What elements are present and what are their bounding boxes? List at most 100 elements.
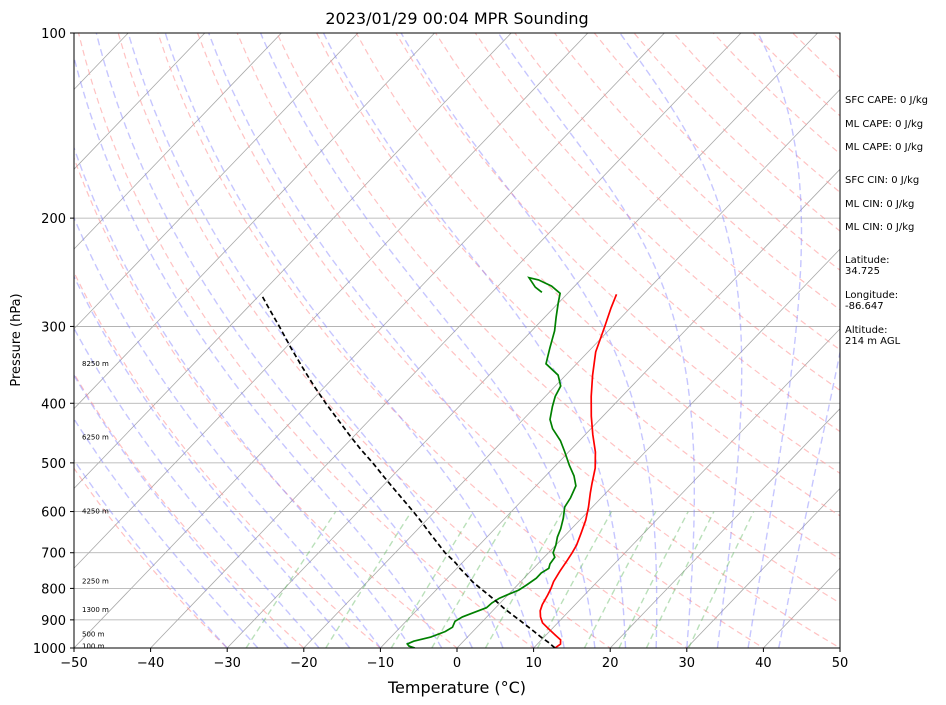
y-tick-label: 700 — [41, 547, 66, 562]
dewpoint-line — [405, 276, 577, 648]
mixing-ratio-line — [390, 511, 474, 648]
moist-adiabat-line — [127, 33, 504, 648]
y-tick-label: 600 — [41, 506, 66, 521]
mixing-ratio-line — [431, 511, 513, 648]
x-tick-label: −50 — [60, 656, 87, 671]
moist-adiabat-line — [164, 33, 535, 648]
dry-adiabat-line — [74, 372, 305, 648]
dry-adiabat-line — [74, 467, 229, 648]
x-tick-label: −40 — [137, 656, 164, 671]
moist-adiabat-line — [74, 275, 351, 648]
x-tick-label: 20 — [602, 656, 619, 671]
dry-adiabat-line — [554, 33, 840, 311]
moist-adiabat-line — [74, 145, 412, 648]
mixing-ratio-line — [325, 511, 412, 648]
dry-adiabat-line — [355, 33, 840, 517]
moist-adiabat-line — [95, 33, 473, 648]
x-tick-label: 0 — [453, 656, 461, 671]
dry-adiabats — [74, 33, 840, 648]
y-tick-label: 900 — [41, 614, 66, 629]
mixing-ratio-lines — [245, 511, 755, 648]
moist-adiabat-line — [778, 349, 840, 648]
latitude-text: Latitude: 34.725 — [845, 255, 890, 277]
height-label: 6250 m — [82, 434, 109, 442]
ml-cin-text-2: ML CIN: 0 J/kg — [845, 222, 915, 233]
y-tick-label: 100 — [41, 27, 66, 42]
height-label: 4250 m — [82, 508, 109, 516]
x-tick-label: 30 — [679, 656, 696, 671]
isotherm-line — [74, 33, 665, 648]
isotherm-line — [74, 33, 436, 410]
y-tick-label: 1000 — [33, 642, 66, 657]
mixing-ratio-line — [583, 511, 657, 648]
isotherm-line — [74, 33, 589, 569]
y-tick-label: 800 — [41, 582, 66, 597]
isotherm-line — [74, 33, 512, 489]
x-axis-label: Temperature (°C) — [387, 678, 526, 697]
moist-adiabat-line — [74, 215, 381, 648]
isotherm-line — [226, 33, 819, 648]
height-label: 8250 m — [82, 360, 109, 368]
dry-adiabat-line — [276, 33, 840, 604]
moist-adiabat-line — [619, 33, 743, 648]
dry-adiabat-line — [74, 156, 458, 648]
y-tick-label: 200 — [41, 212, 66, 227]
y-axis-ticks: 100 200 300 400 500 600 700 800 900 1000 — [33, 27, 74, 657]
isotherm-line — [609, 408, 840, 648]
moist-adiabat-line — [259, 33, 596, 648]
mixing-ratio-line — [618, 511, 689, 648]
moist-adiabat-line — [74, 373, 289, 648]
dry-adiabat-line — [236, 33, 840, 648]
plot-area — [74, 33, 840, 648]
y-axis-label: Pressure (hPa) — [9, 293, 24, 386]
mixing-ratio-line — [245, 511, 337, 648]
mixing-ratio-line — [645, 511, 715, 648]
x-tick-label: 50 — [832, 656, 849, 671]
dry-adiabat-line — [77, 33, 535, 648]
isobar-gridlines — [74, 33, 840, 648]
dry-adiabat-line — [395, 33, 840, 475]
moist-adiabat-line — [400, 33, 658, 648]
altitude-text: Altitude: 214 m AGL — [845, 325, 901, 347]
x-tick-label: 10 — [525, 656, 542, 671]
dry-adiabat-line — [157, 33, 688, 648]
parcel-line — [261, 295, 556, 648]
isotherm-line — [379, 168, 840, 648]
y-tick-label: 300 — [41, 320, 66, 335]
dry-adiabat-line — [117, 33, 612, 648]
x-tick-label: 40 — [755, 656, 772, 671]
y-tick-label: 400 — [41, 397, 66, 412]
mixing-ratio-line — [484, 511, 564, 648]
temperature-line — [539, 293, 618, 648]
ml-cin-text: ML CIN: 0 J/kg — [845, 199, 915, 210]
height-label: 1300 m — [82, 606, 109, 614]
isotherm-line — [686, 487, 840, 648]
x-axis-ticks: −50 −40 −30 −20 −10 0 10 20 30 40 50 — [60, 648, 848, 671]
moist-adiabat-line — [74, 54, 443, 648]
sfc-cin-text: SFC CIN: 0 J/kg — [845, 175, 920, 186]
isotherm-line — [74, 33, 206, 170]
height-label: 2250 m — [82, 578, 109, 586]
ml-cape-text: ML CAPE: 0 J/kg — [845, 119, 924, 130]
sfc-cape-text: SFC CAPE: 0 J/kg — [845, 95, 928, 106]
longitude-text: Longitude: -86.647 — [845, 290, 899, 312]
moist-adiabat-line — [74, 326, 320, 648]
profile-lines — [261, 276, 618, 648]
dry-adiabat-line — [316, 33, 840, 560]
moist-adiabat-line — [74, 417, 259, 648]
isotherm-line — [74, 33, 282, 250]
dry-adiabat-line — [514, 33, 840, 351]
moist-adiabat-line — [208, 33, 565, 648]
x-tick-label: −30 — [213, 656, 240, 671]
moist-adiabat-line — [74, 458, 228, 648]
height-labels: 100 m 500 m 1300 m 2250 m 4250 m 6250 m 8250 m — [82, 360, 109, 651]
isotherm-line — [456, 248, 840, 648]
dry-adiabat-line — [74, 270, 382, 648]
y-tick-label: 500 — [41, 457, 66, 472]
height-label: 100 m — [82, 643, 105, 651]
x-tick-label: −10 — [367, 656, 394, 671]
moist-adiabat-line — [747, 33, 803, 648]
isotherm-line — [150, 33, 742, 648]
moist-adiabats — [74, 33, 840, 648]
